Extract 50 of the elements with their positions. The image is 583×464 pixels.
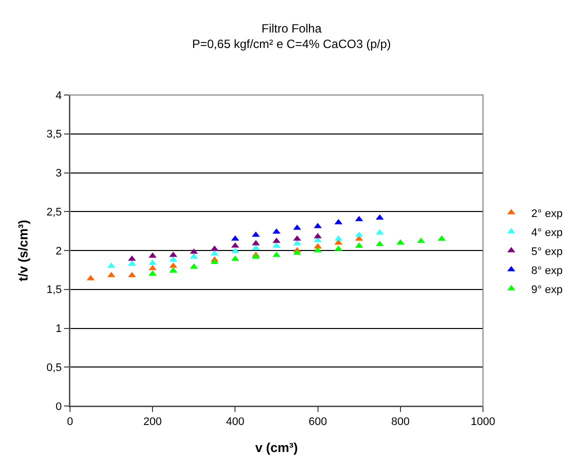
point bbox=[376, 240, 384, 246]
point bbox=[334, 245, 342, 251]
chart-title: Filtro Folha bbox=[261, 21, 322, 36]
point bbox=[293, 235, 302, 241]
point bbox=[314, 222, 322, 228]
y-tick-label: 0 bbox=[56, 400, 62, 413]
point bbox=[355, 231, 364, 237]
point bbox=[438, 235, 446, 241]
point bbox=[107, 272, 116, 278]
y-tick-label: 0,5 bbox=[46, 362, 62, 374]
x-tick-label: 400 bbox=[226, 416, 244, 428]
point bbox=[231, 248, 240, 254]
x-axis-title: v (cm³) bbox=[255, 440, 298, 455]
x-tick-label: 600 bbox=[308, 416, 327, 428]
legend-label: 2° exp bbox=[531, 208, 563, 220]
x-tick-label: 200 bbox=[143, 416, 162, 428]
y-tick-label: 4 bbox=[56, 90, 62, 102]
y-tick-label: 2,5 bbox=[46, 206, 62, 218]
y-tick-label: 3 bbox=[56, 168, 62, 180]
point bbox=[355, 242, 364, 248]
y-tick-label: 1 bbox=[56, 323, 62, 336]
point bbox=[376, 214, 384, 220]
point bbox=[86, 274, 95, 280]
point bbox=[148, 259, 157, 265]
legend-label: 5° exp bbox=[531, 246, 563, 258]
point bbox=[210, 245, 219, 251]
y-tick-label: 3,5 bbox=[46, 128, 62, 141]
legend-label: 8° exp bbox=[531, 264, 563, 277]
x-tick-label: 1000 bbox=[470, 416, 496, 428]
point bbox=[190, 263, 198, 269]
x-tick-label: 0 bbox=[66, 416, 74, 428]
point bbox=[355, 216, 364, 222]
legend-label: 4° exp bbox=[531, 226, 563, 239]
y-axis-title: t/v (s/cm³) bbox=[15, 220, 30, 282]
point bbox=[293, 249, 302, 255]
point bbox=[293, 224, 302, 230]
point bbox=[231, 242, 240, 248]
point bbox=[148, 270, 157, 276]
point bbox=[334, 235, 342, 241]
point bbox=[148, 252, 157, 258]
point bbox=[169, 256, 178, 262]
point bbox=[252, 231, 260, 237]
y-tick-label: 2 bbox=[56, 245, 62, 258]
chart-subtitle: P=0,65 kgf/cm² e C=4% CaCO3 (p/p) bbox=[192, 37, 391, 52]
legend-label: 9° exp bbox=[531, 284, 563, 296]
point bbox=[231, 235, 240, 241]
point bbox=[128, 272, 136, 278]
point bbox=[148, 264, 157, 270]
x-tick-label: 800 bbox=[391, 416, 410, 428]
y-tick-label: 1,5 bbox=[46, 284, 62, 296]
